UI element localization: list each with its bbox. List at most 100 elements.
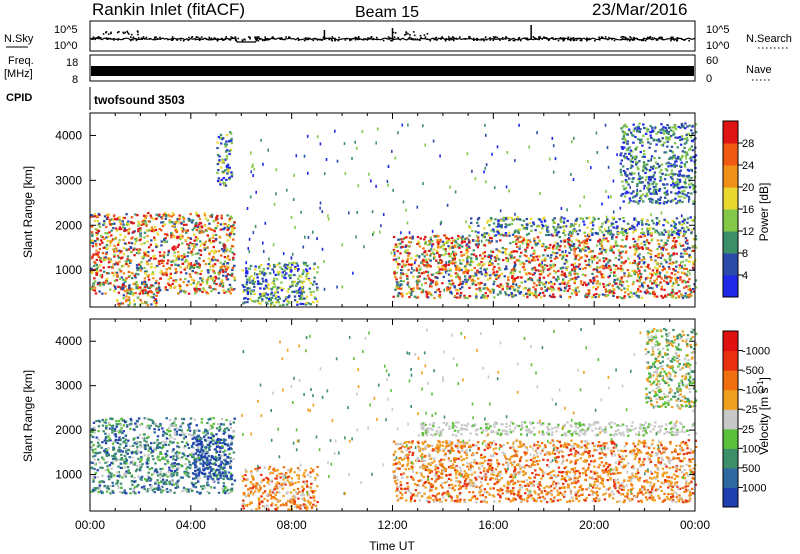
noise-point	[334, 37, 336, 40]
data-cell	[609, 245, 613, 248]
data-cell	[153, 225, 157, 229]
data-cell	[542, 254, 545, 257]
data-cell	[592, 293, 596, 296]
data-cell	[684, 292, 687, 295]
data-cell	[648, 242, 651, 245]
data-cell	[151, 228, 155, 231]
data-cell	[207, 262, 211, 265]
data-cell	[191, 243, 194, 246]
data-cell	[592, 268, 595, 271]
data-cell	[286, 290, 289, 293]
data-cell	[99, 264, 102, 267]
data-cell	[341, 243, 344, 247]
data-cell	[557, 287, 560, 290]
noise-point	[305, 38, 307, 41]
data-cell	[563, 253, 567, 256]
data-cell	[140, 282, 144, 286]
data-cell	[395, 261, 398, 264]
data-cell	[628, 201, 631, 204]
data-cell	[132, 248, 135, 251]
data-cell	[484, 273, 487, 276]
data-cell	[538, 255, 541, 258]
data-cell	[243, 289, 246, 292]
data-cell	[567, 236, 571, 239]
data-cell	[393, 254, 396, 257]
data-cell	[94, 280, 97, 283]
data-cell	[573, 270, 577, 273]
data-cell	[99, 259, 102, 262]
data-cell	[270, 302, 273, 305]
data-cell	[327, 214, 329, 218]
data-cell	[213, 279, 216, 282]
data-cell	[626, 287, 629, 290]
data-cell	[666, 230, 669, 233]
data-cell	[674, 136, 677, 139]
data-cell	[557, 288, 561, 291]
data-cell	[660, 231, 664, 234]
data-cell	[638, 122, 641, 125]
data-cell	[499, 290, 502, 293]
power-colorbar-label: Power [dB]	[757, 183, 771, 242]
data-cell	[245, 283, 248, 286]
data-cell	[92, 215, 95, 218]
data-cell	[169, 272, 172, 275]
data-cell	[355, 235, 357, 239]
data-cell	[227, 265, 230, 268]
data-cell	[107, 235, 110, 238]
data-cell	[475, 235, 479, 238]
data-cell	[117, 241, 120, 244]
data-cell	[220, 438, 223, 442]
data-cell	[109, 240, 112, 243]
data-cell	[522, 262, 526, 266]
data-cell	[92, 253, 95, 256]
data-cell	[455, 268, 458, 271]
data-cell	[470, 275, 473, 278]
data-cell	[679, 126, 682, 129]
data-cell	[118, 216, 121, 219]
data-cell	[684, 177, 687, 181]
data-cell	[481, 294, 485, 297]
data-cell	[223, 248, 226, 251]
data-cell	[529, 254, 533, 257]
freq-label-line1: Freq.	[8, 55, 34, 67]
data-cell	[457, 266, 461, 269]
data-cell	[472, 239, 475, 242]
data-cell	[155, 264, 159, 268]
data-cell	[297, 291, 301, 294]
data-cell	[468, 238, 470, 242]
noise-point	[524, 37, 527, 40]
data-cell	[660, 288, 663, 291]
data-cell	[463, 296, 467, 299]
data-cell	[443, 288, 445, 292]
data-cell	[478, 263, 481, 266]
data-cell	[494, 218, 497, 221]
data-cell	[690, 129, 693, 132]
data-cell	[102, 282, 106, 285]
data-cell	[683, 165, 687, 168]
data-cell	[188, 267, 192, 270]
noise-point	[190, 36, 193, 39]
noise-point	[485, 39, 488, 41]
data-cell	[638, 269, 641, 272]
data-cell	[399, 242, 402, 245]
data-cell	[684, 294, 687, 298]
data-cell	[567, 238, 570, 241]
data-cell	[244, 275, 248, 278]
data-cell	[683, 163, 687, 166]
data-cell	[489, 262, 493, 265]
data-cell	[561, 270, 564, 273]
data-cell	[664, 242, 667, 245]
data-cell	[307, 235, 310, 239]
data-cell	[144, 292, 147, 295]
data-cell	[397, 292, 401, 295]
data-cell	[652, 181, 655, 184]
data-cell	[483, 251, 486, 254]
data-cell	[655, 143, 658, 146]
data-cell	[419, 237, 422, 240]
data-cell	[121, 256, 124, 259]
data-cell	[277, 286, 280, 289]
data-cell	[187, 280, 190, 283]
data-cell	[465, 280, 468, 283]
data-cell	[302, 291, 305, 294]
data-cell	[681, 281, 684, 284]
